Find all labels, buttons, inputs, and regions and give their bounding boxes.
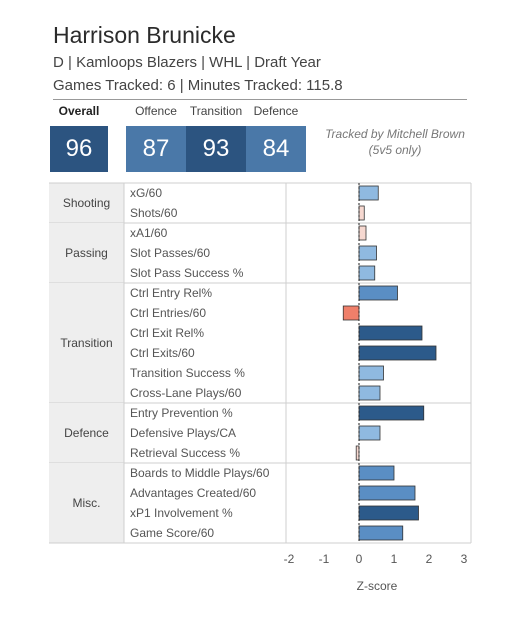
metric-label: Shots/60 xyxy=(130,206,178,220)
offence-score-label: Offence xyxy=(135,104,177,118)
transition-score-box: 93 xyxy=(186,126,246,172)
metric-label: xG/60 xyxy=(130,186,162,200)
x-tick-label: 0 xyxy=(356,552,363,566)
tracking-note-credit: Tracked by Mitchell Brown xyxy=(325,127,465,141)
zscore-bar xyxy=(358,525,404,541)
zscore-bar xyxy=(358,285,398,301)
category-label: Misc. xyxy=(73,496,101,510)
metric-label: Boards to Middle Plays/60 xyxy=(130,466,270,480)
metric-label: Entry Prevention % xyxy=(130,406,233,420)
x-tick-label: -2 xyxy=(284,552,295,566)
category-cell xyxy=(49,183,124,223)
x-tick-label: 3 xyxy=(461,552,468,566)
category-label: Transition xyxy=(60,336,112,350)
zscore-bar xyxy=(358,225,367,241)
x-tick-label: 1 xyxy=(391,552,398,566)
zscore-bar xyxy=(358,485,416,501)
metric-label: Ctrl Entries/60 xyxy=(130,306,206,320)
overall-score-box: 96 xyxy=(50,126,108,172)
tracking-summary-line: Games Tracked: 6 | Minutes Tracked: 115.… xyxy=(53,77,343,94)
metric-label: Slot Passes/60 xyxy=(130,246,210,260)
zscore-bar xyxy=(358,185,379,201)
x-tick-label: 2 xyxy=(426,552,433,566)
player-name: Harrison Brunicke xyxy=(53,22,236,48)
category-cell xyxy=(49,223,124,283)
defence-score-box: 84 xyxy=(246,126,306,172)
metric-label: Ctrl Entry Rel% xyxy=(130,286,212,300)
zscore-bar xyxy=(358,345,437,361)
tracking-note: Tracked by Mitchell Brown (5v5 only) xyxy=(318,126,472,158)
category-label: Defence xyxy=(64,426,109,440)
zscore-bar xyxy=(358,405,425,421)
zscore-bar xyxy=(358,425,381,441)
transition-score-label: Transition xyxy=(189,104,243,118)
player-info-line: D | Kamloops Blazers | WHL | Draft Year xyxy=(53,54,321,71)
overall-score-label: Overall xyxy=(58,104,100,118)
metric-label: Ctrl Exits/60 xyxy=(130,346,195,360)
zscore-bar xyxy=(358,365,384,381)
zscore-bar xyxy=(358,325,423,341)
zscore-bar xyxy=(358,385,381,401)
zscore-bar xyxy=(358,245,377,261)
header-divider xyxy=(53,99,467,100)
x-axis-title: Z-score xyxy=(357,579,398,593)
defence-score-label: Defence xyxy=(253,104,299,118)
zscore-bar xyxy=(358,465,395,481)
zscore-bar xyxy=(342,305,360,321)
category-label: Passing xyxy=(65,246,108,260)
category-label: Shooting xyxy=(63,196,110,210)
metric-label: Advantages Created/60 xyxy=(130,486,256,500)
metric-label: Ctrl Exit Rel% xyxy=(130,326,204,340)
category-cell xyxy=(49,463,124,543)
x-tick-label: -1 xyxy=(319,552,330,566)
metric-label: Game Score/60 xyxy=(130,526,214,540)
metric-label: Transition Success % xyxy=(130,366,245,380)
category-cell xyxy=(49,283,124,403)
metric-label: xP1 Involvement % xyxy=(130,506,233,520)
category-cell xyxy=(49,403,124,463)
metric-label: Defensive Plays/CA xyxy=(130,426,236,440)
metric-label: Cross-Lane Plays/60 xyxy=(130,386,242,400)
metric-label: Retrieval Success % xyxy=(130,446,240,460)
tracking-note-scope: (5v5 only) xyxy=(368,143,422,157)
metric-label: xA1/60 xyxy=(130,226,168,240)
metric-label: Slot Pass Success % xyxy=(130,266,244,280)
zscore-bar xyxy=(358,265,376,281)
zscore-bar xyxy=(358,505,419,521)
zscore-bar xyxy=(358,205,365,221)
offence-score-box: 87 xyxy=(126,126,186,172)
